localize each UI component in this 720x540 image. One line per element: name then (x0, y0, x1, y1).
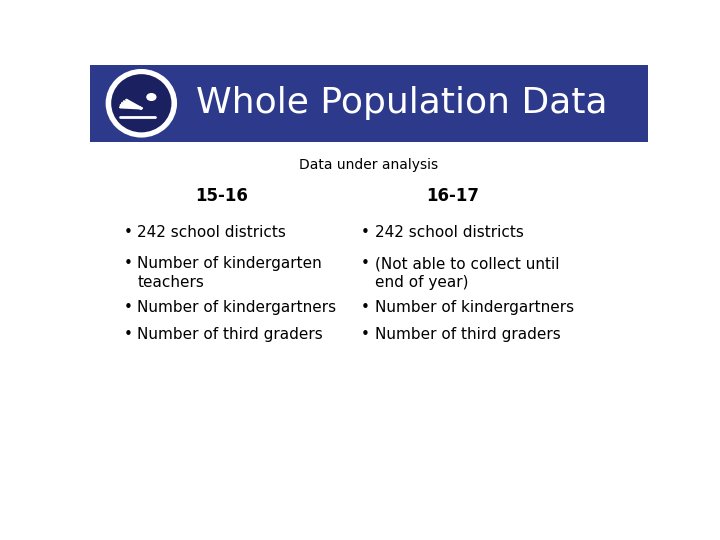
Text: •: • (124, 256, 132, 271)
Text: •: • (124, 327, 132, 342)
FancyBboxPatch shape (90, 65, 648, 141)
Text: •: • (124, 225, 132, 240)
Circle shape (147, 94, 156, 100)
Text: •: • (361, 327, 369, 342)
Text: 16-17: 16-17 (426, 187, 480, 205)
Text: Number of kindergartners: Number of kindergartners (374, 300, 574, 315)
Text: Data under analysis: Data under analysis (300, 158, 438, 172)
Text: Number of kindergarten
teachers: Number of kindergarten teachers (138, 256, 322, 289)
Ellipse shape (106, 69, 177, 138)
Text: •: • (361, 300, 369, 315)
Text: •: • (361, 256, 369, 271)
Ellipse shape (111, 74, 171, 132)
Text: Number of kindergartners: Number of kindergartners (138, 300, 336, 315)
Text: 242 school districts: 242 school districts (138, 225, 287, 240)
Text: •: • (124, 300, 132, 315)
Text: •: • (361, 225, 369, 240)
Text: Number of third graders: Number of third graders (374, 327, 560, 342)
Text: 15-16: 15-16 (194, 187, 248, 205)
Text: Whole Population Data: Whole Population Data (196, 86, 608, 120)
Text: (Not able to collect until
end of year): (Not able to collect until end of year) (374, 256, 559, 289)
Text: 242 school districts: 242 school districts (374, 225, 523, 240)
Text: Number of third graders: Number of third graders (138, 327, 323, 342)
